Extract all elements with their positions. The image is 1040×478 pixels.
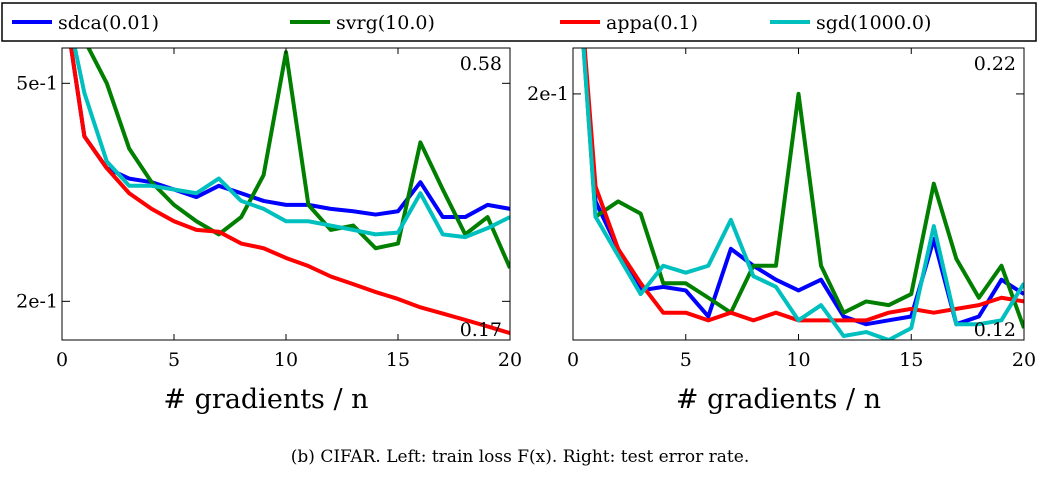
x-tick-label: 10 — [786, 349, 810, 371]
legend-label: svrg(10.0) — [336, 12, 435, 34]
series-line — [69, 48, 510, 336]
x-tick-label: 20 — [498, 349, 522, 371]
annotation: 0.22 — [974, 53, 1016, 75]
x-tick-label: 0 — [56, 349, 68, 371]
x-tick-label: 10 — [274, 349, 298, 371]
caption: (b) CIFAR. Left: train loss F(x). Right:… — [291, 447, 749, 467]
x-tick-label: 5 — [680, 349, 692, 371]
y-tick-label: 2e-1 — [527, 83, 569, 105]
legend-box — [1, 2, 1037, 42]
x-tick-label: 15 — [899, 349, 923, 371]
annotation: 0.58 — [460, 53, 502, 75]
series-line — [581, 48, 1024, 329]
x-tick-label: 20 — [1012, 349, 1036, 371]
series-line — [69, 48, 510, 220]
legend-label: sgd(1000.0) — [816, 12, 931, 34]
annotation: 0.12 — [974, 319, 1016, 341]
x-tick-label: 15 — [386, 349, 410, 371]
series-line — [86, 48, 510, 269]
annotation: 0.17 — [460, 319, 502, 341]
x-tick-label: 5 — [168, 349, 180, 371]
x-axis-label: # gradients / n — [676, 384, 881, 415]
y-tick-label: 2e-1 — [16, 290, 58, 312]
series-line — [72, 48, 510, 240]
plot-frame — [572, 47, 1025, 341]
y-tick-label: 5e-1 — [16, 72, 58, 94]
x-tick-label: 0 — [567, 349, 579, 371]
series-line — [581, 48, 1024, 340]
legend-label: appa(0.1) — [606, 12, 698, 34]
x-axis-label: # gradients / n — [163, 384, 368, 415]
legend-label: sdca(0.01) — [58, 12, 159, 34]
